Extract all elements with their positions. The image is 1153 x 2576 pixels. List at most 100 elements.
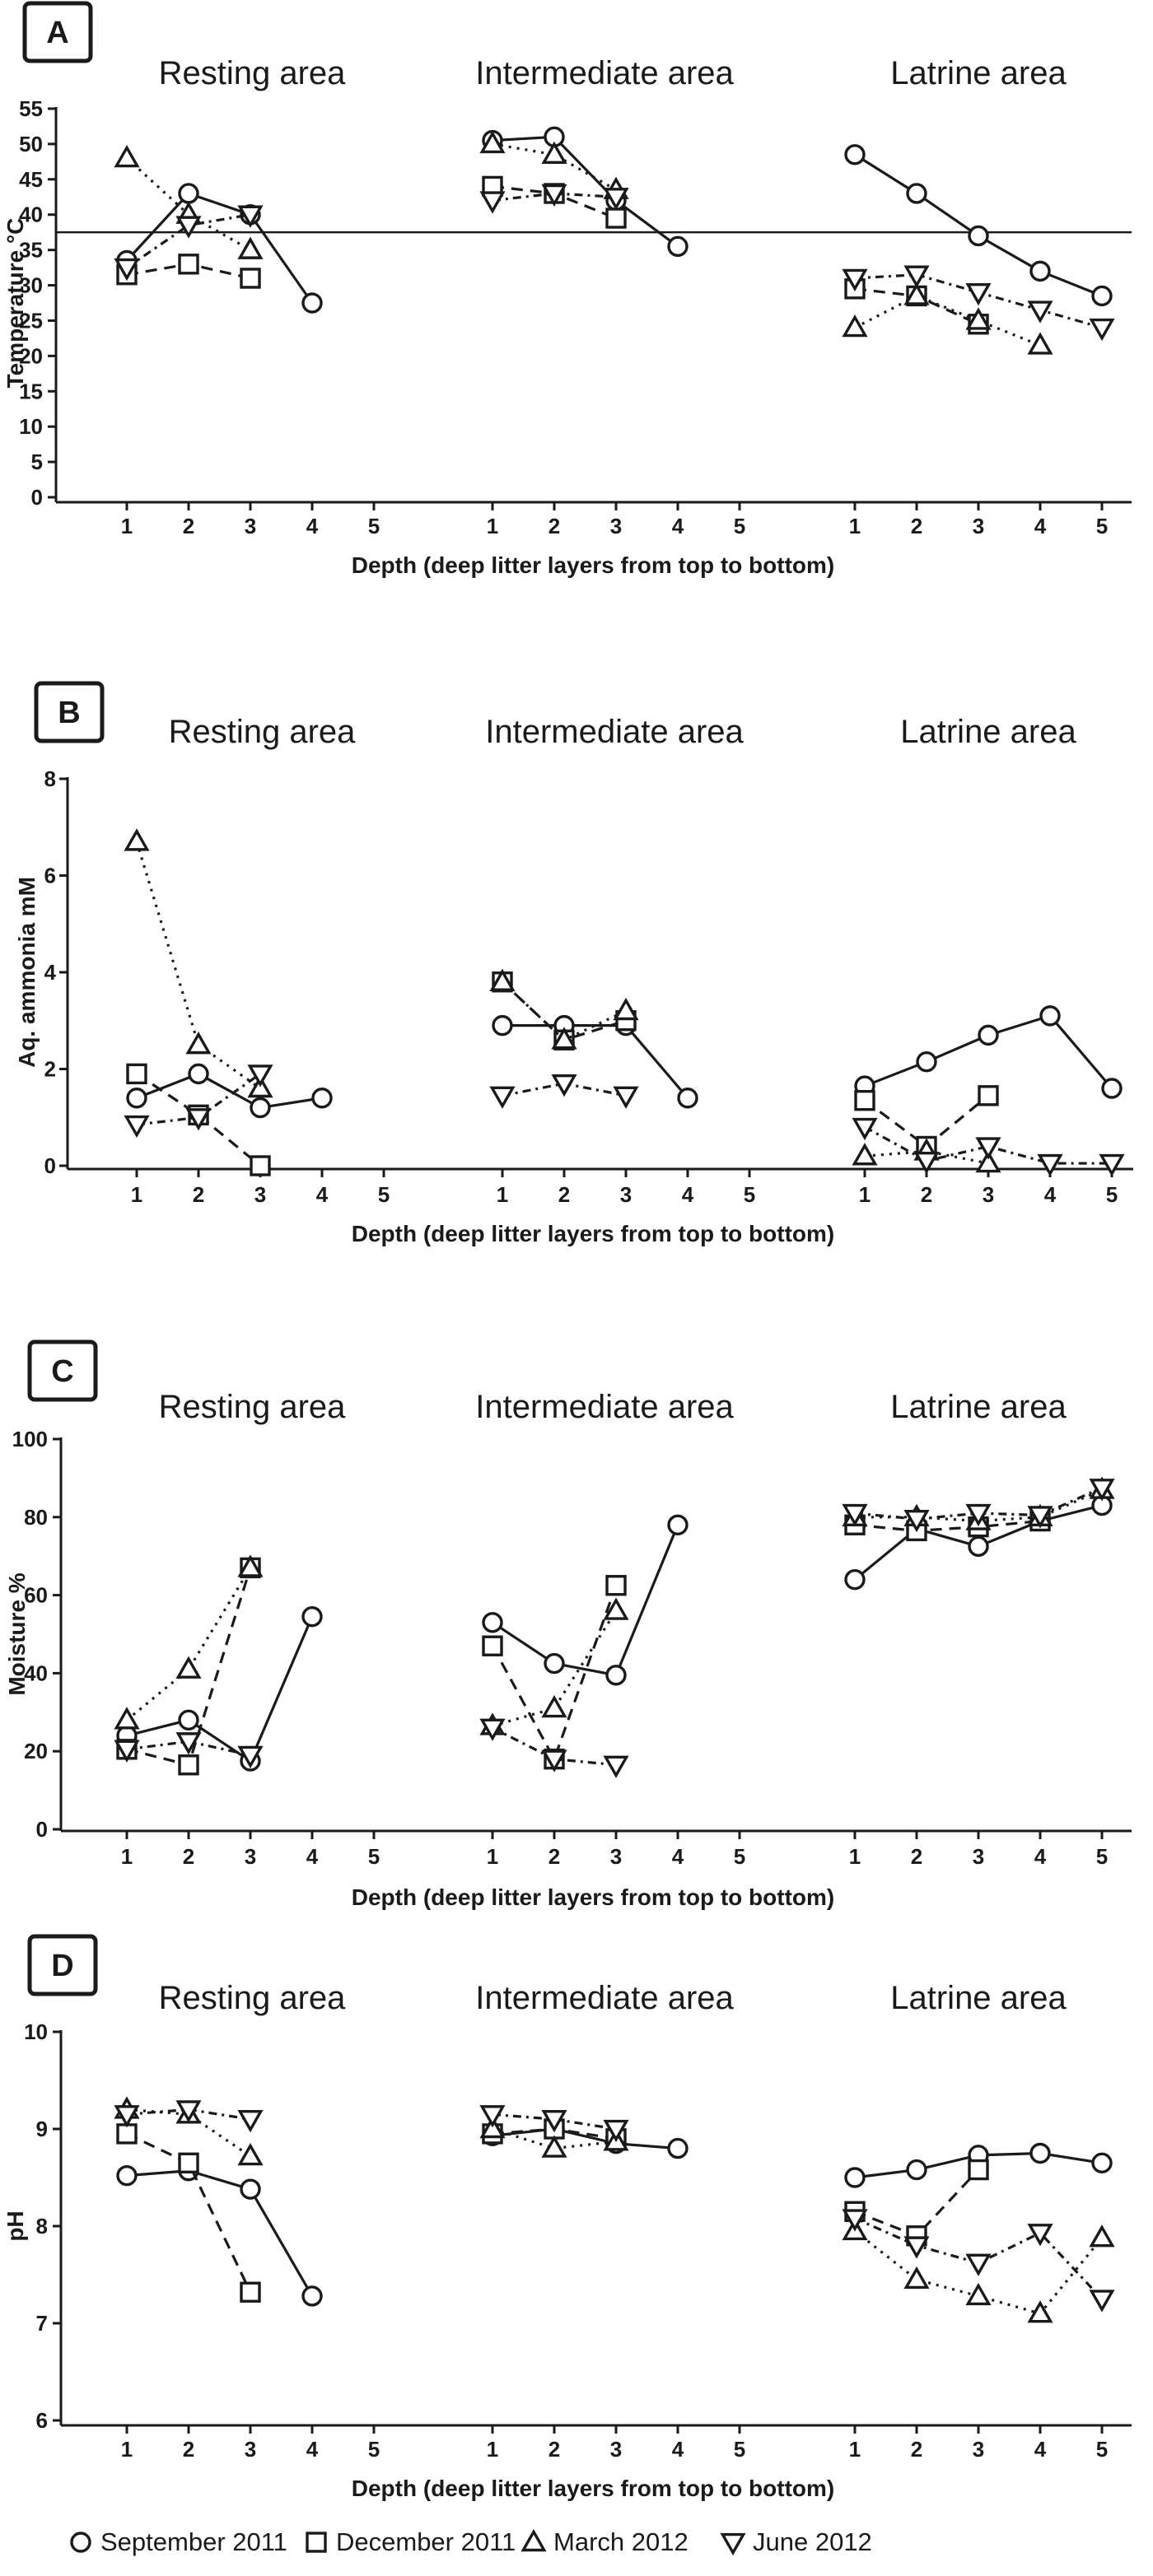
x-tick-label: 5 <box>368 514 380 538</box>
series-jun <box>124 1064 273 1139</box>
series-dec <box>116 2123 261 2303</box>
y-tick-label: 15 <box>19 379 43 403</box>
region-title: Intermediate area <box>475 1980 734 2016</box>
data-point <box>240 2281 261 2303</box>
x-tick-label: 4 <box>1034 514 1047 538</box>
x-tick-label: 3 <box>254 1182 266 1207</box>
data-point <box>903 282 930 305</box>
region-latrine-area: Latrine area 1 2 3 4 5 <box>842 55 1115 538</box>
y-tick-label: 0 <box>36 1817 48 1842</box>
data-point <box>1027 2300 1053 2323</box>
x-tick-label: 3 <box>245 2437 256 2462</box>
series-line <box>492 135 679 248</box>
region-title: Latrine area <box>890 1980 1067 2016</box>
data-point <box>188 1063 209 1085</box>
x-tick-label: 5 <box>1096 2437 1108 2462</box>
x-tick-label: 2 <box>911 514 922 538</box>
data-point <box>237 205 264 228</box>
series-line <box>136 1073 262 1167</box>
region-latrine-area: Latrine area 1 2 3 4 5 <box>852 714 1125 1207</box>
y-axis-title: pH <box>2 2210 28 2241</box>
data-point <box>247 1064 273 1088</box>
series-sep <box>482 2118 689 2159</box>
data-point <box>603 188 629 211</box>
data-point <box>613 1086 639 1109</box>
y-tick-label: 0 <box>44 1153 56 1178</box>
data-point <box>1089 2224 1115 2248</box>
y-tick-label: 20 <box>24 1739 48 1763</box>
data-point <box>903 1509 930 1533</box>
region-resting-area: Resting area 1 2 3 4 5 <box>114 1389 380 1869</box>
series-line <box>854 2229 1104 2316</box>
x-tick-label: 2 <box>193 1182 204 1207</box>
x-tick-label: 5 <box>734 514 745 538</box>
data-point <box>968 1535 989 1558</box>
data-point <box>237 1554 264 1577</box>
data-point <box>114 258 140 282</box>
data-point <box>965 2253 992 2276</box>
series-line <box>125 192 314 304</box>
series-sep <box>482 1514 689 1686</box>
series-sep <box>482 126 689 258</box>
data-point <box>237 2110 264 2133</box>
data-point <box>240 2178 261 2200</box>
x-tick-label: 3 <box>610 514 622 538</box>
series-mar <box>842 2217 1115 2323</box>
x-tick-label: 5 <box>744 1182 755 1207</box>
x-tick-label: 4 <box>306 1844 319 1869</box>
data-point <box>482 1635 503 1656</box>
x-tick-label: 4 <box>672 514 684 538</box>
panel-label: C <box>51 1354 73 1389</box>
x-tick-label: 2 <box>548 1844 560 1869</box>
series-jun <box>479 2105 629 2143</box>
data-point <box>541 2135 567 2158</box>
region-title: Resting area <box>159 1980 347 2016</box>
data-point <box>301 292 323 314</box>
legend-item-dec: December 2011 <box>306 2527 516 2556</box>
data-point <box>175 2100 202 2123</box>
y-tick-label: 0 <box>31 485 43 510</box>
series-line <box>854 294 1041 347</box>
y-tick-label: 45 <box>19 167 43 192</box>
region-resting-area: Resting area 1 2 3 4 5 <box>114 1980 380 2462</box>
data-point <box>479 191 506 214</box>
series-line <box>492 1524 679 1677</box>
data-point <box>178 1754 199 1776</box>
data-point <box>482 1612 503 1633</box>
data-point <box>844 144 866 165</box>
region-latrine-area: Latrine area 1 2 3 4 5 <box>842 1389 1115 1869</box>
y-tick-label: 50 <box>19 132 43 156</box>
series-jun <box>114 1732 264 1769</box>
series-line <box>136 1072 323 1110</box>
series-line <box>126 213 251 269</box>
data-point <box>903 265 930 288</box>
y-tick-label: 55 <box>19 96 43 121</box>
y-tick-label: 25 <box>19 308 43 333</box>
y-tick-label: 4 <box>44 960 57 985</box>
series-jun <box>489 1074 639 1109</box>
y-tick-label: 8 <box>36 2214 48 2238</box>
y-axis-title: Temperature °C <box>2 218 28 389</box>
data-point <box>175 1656 202 1679</box>
panel-label-box <box>27 1934 98 1996</box>
y-tick-label: 7 <box>36 2311 48 2336</box>
x-axis-title: Depth (deep litter layers from top to bo… <box>352 552 834 578</box>
legend-marker <box>70 2532 91 2553</box>
x-tick-label: 1 <box>849 514 861 538</box>
region-resting-area: Resting area 1 2 3 4 5 <box>114 55 380 538</box>
data-point <box>1037 1153 1063 1177</box>
data-point <box>916 1050 937 1073</box>
series-mar <box>124 828 273 1098</box>
data-point <box>479 1718 506 1741</box>
x-tick-label: 3 <box>610 1844 622 1869</box>
data-point <box>250 1097 271 1119</box>
region-intermediate-area: Intermediate area 1 2 3 4 5 <box>475 1389 745 1869</box>
legend-label: March 2012 <box>553 2527 689 2556</box>
series-mar <box>489 968 639 1050</box>
data-point <box>551 1074 577 1097</box>
series-mar <box>842 282 1053 355</box>
data-point <box>178 2152 199 2174</box>
